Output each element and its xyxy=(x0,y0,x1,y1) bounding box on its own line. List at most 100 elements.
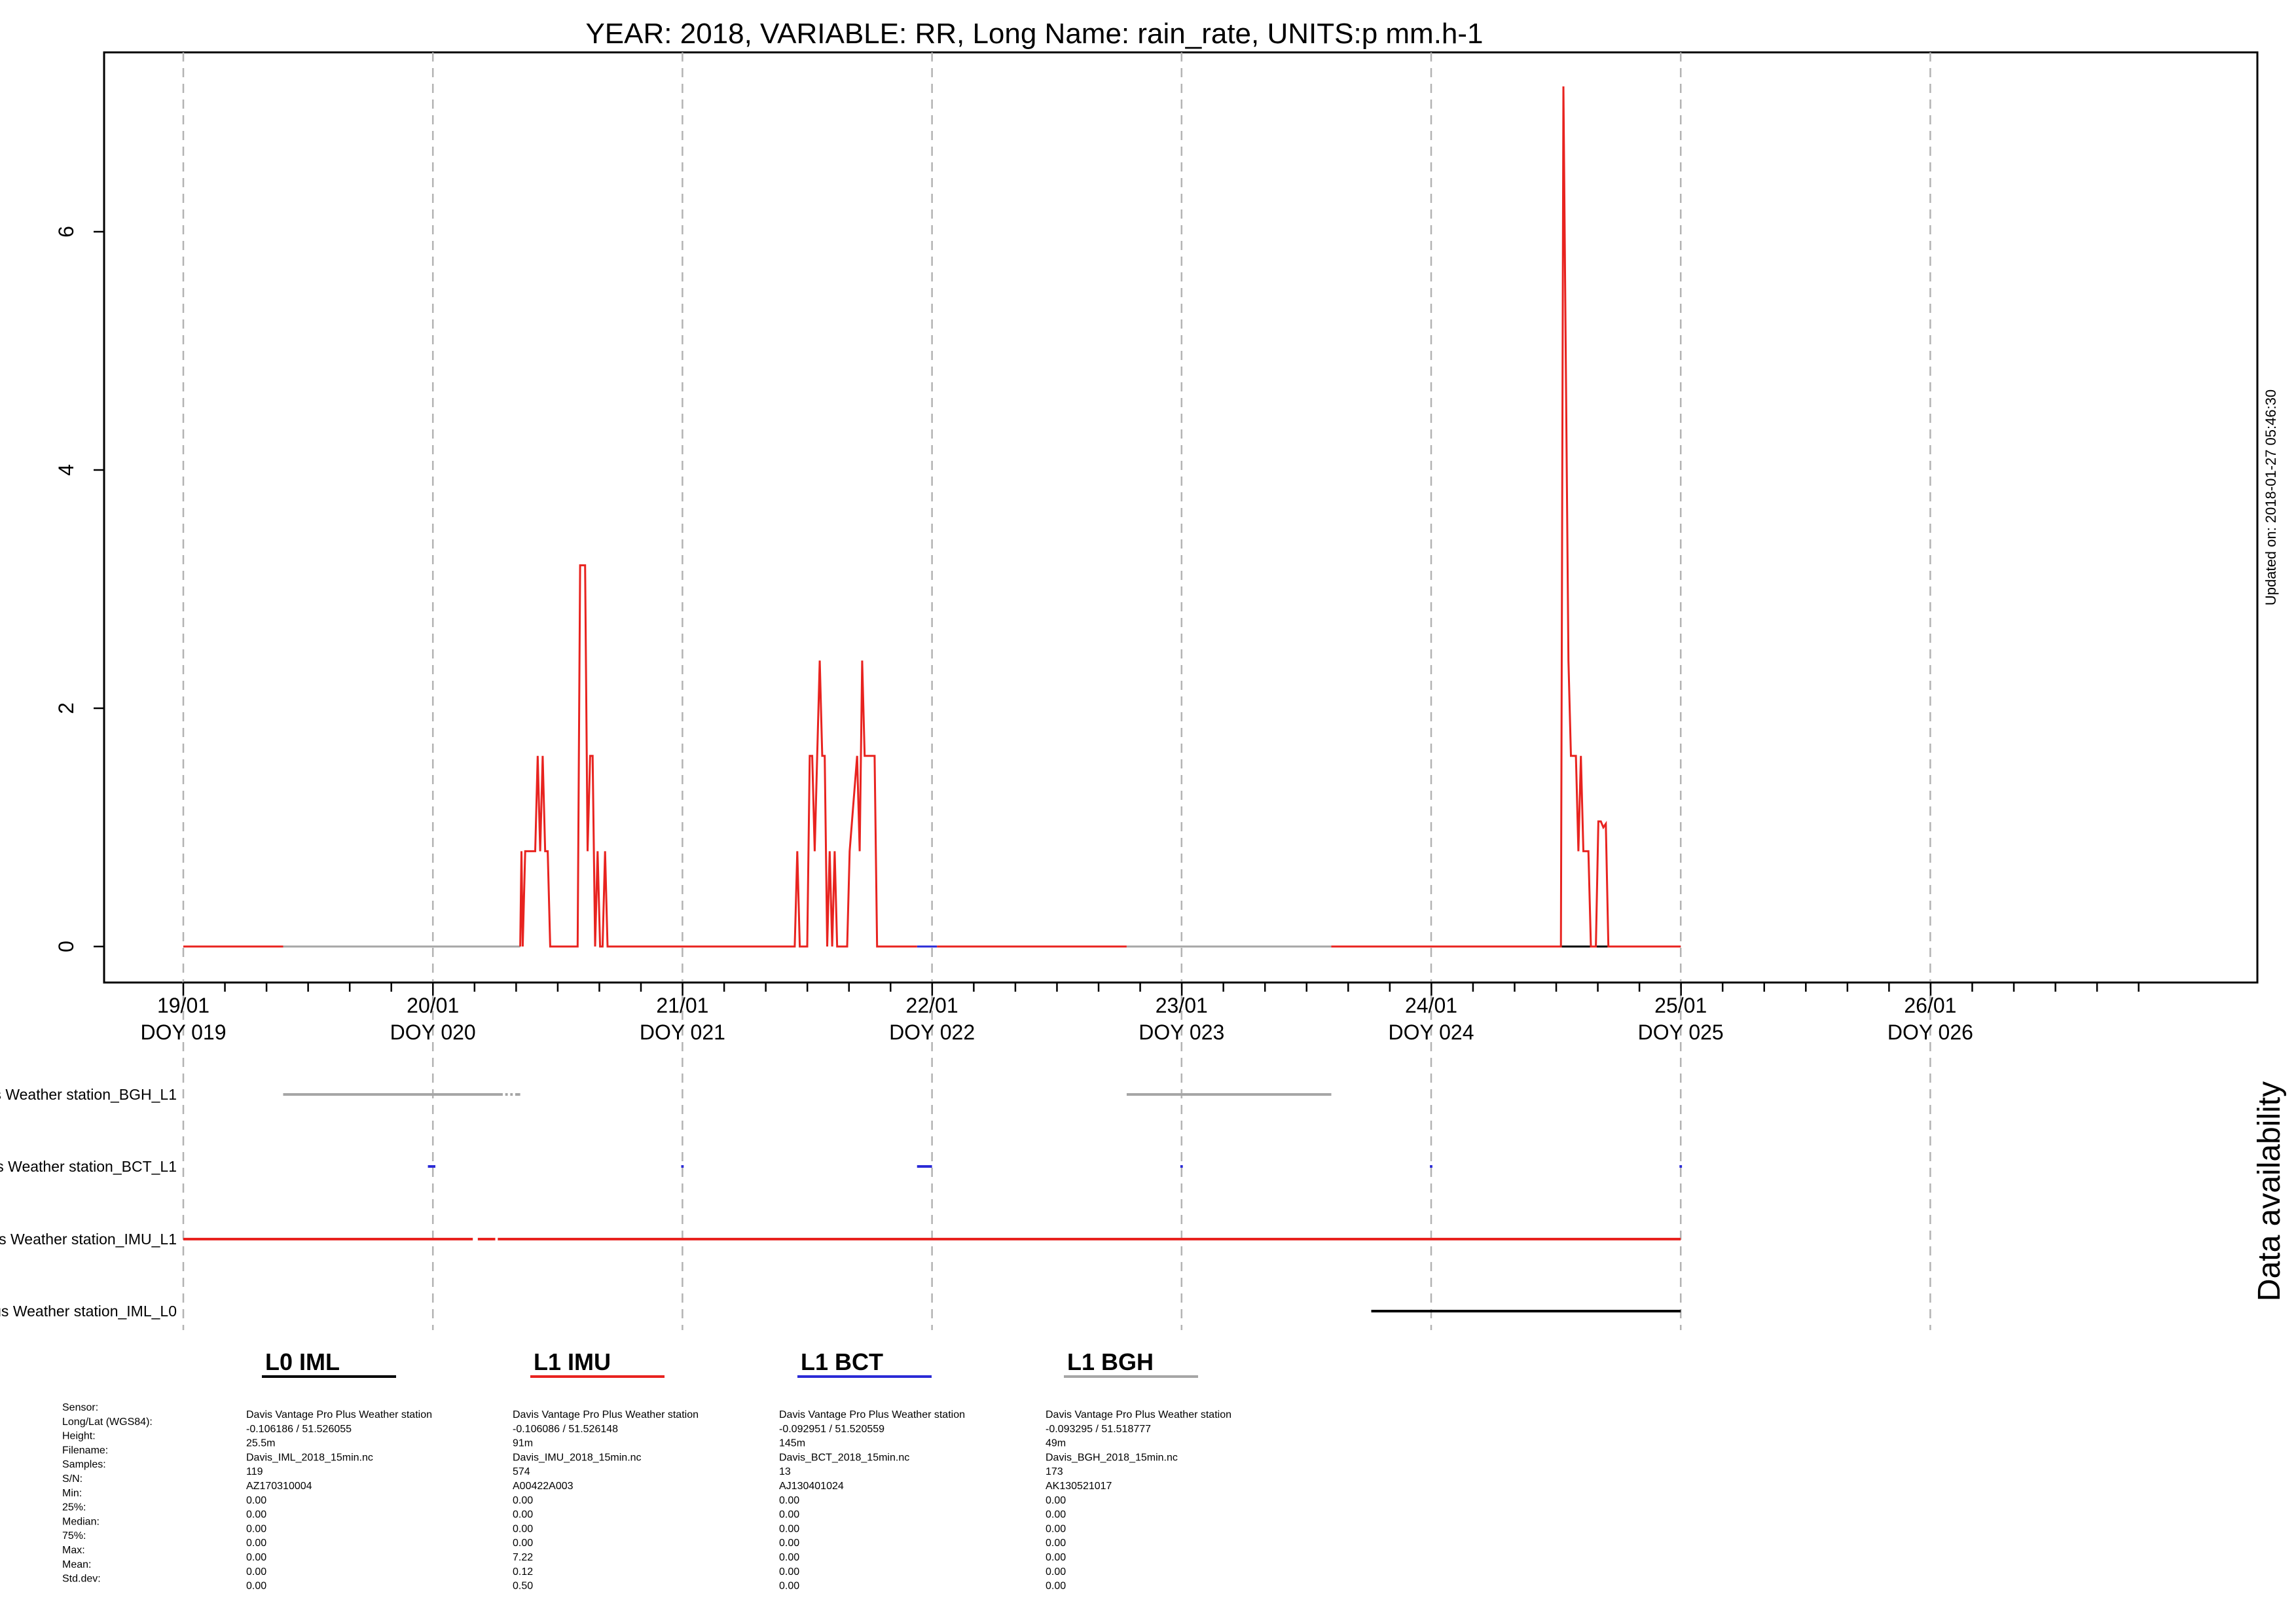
x-tick-date-label: 26/01 xyxy=(1904,994,1956,1017)
stats-cell: 173 xyxy=(1046,1466,1063,1477)
stats-cell: Davis_BCT_2018_15min.nc xyxy=(779,1452,909,1463)
stats-row-label: Long/Lat (WGS84): xyxy=(62,1416,153,1428)
stats-row-label: Max: xyxy=(62,1545,85,1556)
stats-row-label: Filename: xyxy=(62,1445,108,1456)
stats-cell: -0.093295 / 51.518777 xyxy=(1046,1424,1151,1435)
statistics-table: Sensor: Long/Lat (WGS84): Height: Filename:… xyxy=(62,1402,1231,1592)
stats-cell: Davis Vantage Pro Plus Weather station xyxy=(779,1409,965,1420)
legend-label: L1 BGH xyxy=(1067,1348,1154,1375)
stats-cell: 0.00 xyxy=(779,1566,799,1578)
stats-cell: 0.00 xyxy=(779,1552,799,1563)
stats-cell: 7.22 xyxy=(513,1552,533,1563)
y-tick-label: 0 xyxy=(54,941,78,952)
legend-label: L1 IMU xyxy=(534,1348,611,1375)
stats-cell: 0.12 xyxy=(513,1566,533,1578)
stats-row-label: 75%: xyxy=(62,1530,86,1542)
x-tick-date-label: 22/01 xyxy=(906,994,958,1017)
updated-timestamp: Updated on: 2018-01-27 05:46:30 xyxy=(2263,389,2279,605)
stats-cell: 0.00 xyxy=(779,1581,799,1592)
series-line-l1-imu xyxy=(519,564,917,948)
x-tick-doy-label: DOY 025 xyxy=(1638,1020,1724,1044)
stats-cell: 0.00 xyxy=(1046,1552,1066,1563)
y-tick-label: 4 xyxy=(54,464,78,476)
x-tick-date-label: 19/01 xyxy=(157,994,210,1017)
stats-cell: -0.106086 / 51.526148 xyxy=(513,1424,618,1435)
stats-cell: Davis Vantage Pro Plus Weather station xyxy=(513,1409,699,1420)
stats-cell: 49m xyxy=(1046,1438,1066,1449)
stats-cell: 0.00 xyxy=(1046,1523,1066,1534)
stats-row-label: Mean: xyxy=(62,1559,91,1570)
stats-cell: -0.106186 / 51.526055 xyxy=(246,1424,352,1435)
stats-row-label: Sensor: xyxy=(62,1402,98,1413)
y-axis: 0 2 4 6 xyxy=(54,226,104,952)
x-tick-doy-label: DOY 022 xyxy=(889,1020,975,1044)
stats-cell: 0.00 xyxy=(513,1538,533,1549)
x-tick-date-label: 23/01 xyxy=(1156,994,1208,1017)
stats-cell: 0.00 xyxy=(513,1509,533,1521)
availability-row-label: Davis Vantage Pro Plus Weather station_B… xyxy=(0,1158,177,1175)
x-tick-date-label: 21/01 xyxy=(656,994,708,1017)
stats-row-label: Samples: xyxy=(62,1459,106,1470)
stats-row-label: Height: xyxy=(62,1431,96,1442)
availability-row-label: Davis Vantage Pro Plus Weather station_I… xyxy=(0,1231,177,1248)
stats-cell: A00422A003 xyxy=(513,1481,574,1492)
stats-cell: 0.00 xyxy=(246,1581,266,1592)
stats-cell: 13 xyxy=(779,1466,791,1477)
series-lines xyxy=(183,86,1681,948)
chart-title: YEAR: 2018, VARIABLE: RR, Long Name: rai… xyxy=(585,18,1483,50)
stats-cell: 25.5m xyxy=(246,1438,275,1449)
stats-cell: 119 xyxy=(246,1466,263,1477)
stats-cell: AK130521017 xyxy=(1046,1481,1112,1492)
stats-cell: 0.00 xyxy=(246,1523,266,1534)
data-availability-title: Data availability xyxy=(2252,1081,2287,1301)
stats-cell: Davis_IMU_2018_15min.nc xyxy=(513,1452,642,1463)
legend: L0 IML L1 IMU L1 BCT L1 BGH xyxy=(262,1348,1198,1378)
stats-row-label: 25%: xyxy=(62,1502,86,1513)
stats-cell: AZ170310004 xyxy=(246,1481,312,1492)
stats-cell: Davis Vantage Pro Plus Weather station xyxy=(246,1409,432,1420)
legend-label: L1 BCT xyxy=(801,1348,883,1375)
series-line-l1-imu xyxy=(1331,86,1681,948)
stats-cell: 91m xyxy=(513,1438,533,1449)
data-availability-panel: Davis Vantage Pro Plus Weather station_B… xyxy=(0,1086,1683,1320)
x-tick-doy-label: DOY 021 xyxy=(640,1020,725,1044)
stats-row-label: Std.dev: xyxy=(62,1574,101,1585)
legend-label: L0 IML xyxy=(265,1348,340,1375)
x-tick-doy-label: DOY 023 xyxy=(1139,1020,1224,1044)
day-grid-lines xyxy=(182,52,1931,1330)
x-tick-date-label: 20/01 xyxy=(407,994,459,1017)
stats-cell: Davis Vantage Pro Plus Weather station xyxy=(1046,1409,1231,1420)
y-tick-label: 2 xyxy=(54,702,78,714)
x-tick-doy-label: DOY 024 xyxy=(1388,1020,1474,1044)
x-tick-doy-label: DOY 026 xyxy=(1887,1020,1973,1044)
stats-cell: 0.00 xyxy=(779,1495,799,1506)
stats-cell: 0.00 xyxy=(246,1538,266,1549)
stats-cell: 0.00 xyxy=(1046,1581,1066,1592)
stats-cell: 0.50 xyxy=(513,1581,533,1592)
stats-cell: AJ130401024 xyxy=(779,1481,844,1492)
stats-cell: 0.00 xyxy=(779,1509,799,1521)
stats-cell: 0.00 xyxy=(513,1523,533,1534)
x-tick-doy-label: DOY 019 xyxy=(140,1020,226,1044)
stats-cell: 0.00 xyxy=(779,1538,799,1549)
stats-cell: 574 xyxy=(513,1466,530,1477)
stats-cell: 0.00 xyxy=(1046,1509,1066,1521)
x-axis: 19/01 DOY 019 20/01 DOY 020 21/01 DOY 021 22/0… xyxy=(140,981,2140,1044)
stats-cell: 0.00 xyxy=(1046,1566,1066,1578)
x-tick-date-label: 24/01 xyxy=(1405,994,1457,1017)
y-tick-label: 6 xyxy=(54,226,78,238)
stats-row-label: S/N: xyxy=(62,1473,82,1485)
availability-row-label: Davis Vantage Pro Plus Weather station_B… xyxy=(0,1086,177,1103)
stats-row-label: Min: xyxy=(62,1488,82,1499)
stats-row-label: Median: xyxy=(62,1516,100,1527)
x-tick-date-label: 25/01 xyxy=(1654,994,1707,1017)
stats-cell: 0.00 xyxy=(513,1495,533,1506)
stats-cell: 145m xyxy=(779,1438,805,1449)
availability-row-label: Davis Vantage Pro Plus Weather station_I… xyxy=(0,1303,177,1320)
x-tick-doy-label: DOY 020 xyxy=(390,1020,476,1044)
stats-cell: 0.00 xyxy=(246,1495,266,1506)
stats-cell: 0.00 xyxy=(1046,1538,1066,1549)
stats-cell: 0.00 xyxy=(1046,1495,1066,1506)
stats-cell: Davis_IML_2018_15min.nc xyxy=(246,1452,373,1463)
stats-cell: Davis_BGH_2018_15min.nc xyxy=(1046,1452,1178,1463)
